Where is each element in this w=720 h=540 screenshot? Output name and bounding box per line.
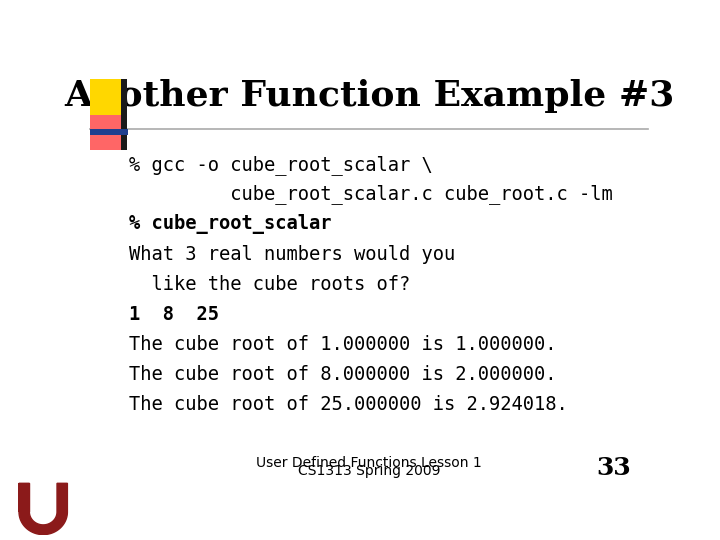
Text: User Defined Functions Lesson 1: User Defined Functions Lesson 1: [256, 456, 482, 470]
Bar: [90, 129, 128, 136]
Text: 1  8  25: 1 8 25: [129, 305, 219, 324]
Text: like the cube roots of?: like the cube roots of?: [129, 275, 410, 294]
Bar: [90, 79, 121, 114]
Text: The cube root of 25.000000 is 2.924018.: The cube root of 25.000000 is 2.924018.: [129, 395, 568, 414]
Text: The cube root of 8.000000 is 2.000000.: The cube root of 8.000000 is 2.000000.: [129, 364, 557, 383]
Text: CS1313 Spring 2009: CS1313 Spring 2009: [298, 464, 440, 478]
Text: cube_root_scalar.c cube_root.c -lm: cube_root_scalar.c cube_root.c -lm: [129, 185, 613, 205]
Text: The cube root of 1.000000 is 1.000000.: The cube root of 1.000000 is 1.000000.: [129, 335, 557, 354]
Text: % gcc -o cube_root_scalar \: % gcc -o cube_root_scalar \: [129, 154, 433, 174]
Polygon shape: [19, 483, 68, 535]
Text: Another Function Example #3: Another Function Example #3: [64, 79, 674, 113]
Text: 33: 33: [596, 456, 631, 480]
Bar: [121, 79, 127, 150]
Text: What 3 real numbers would you: What 3 real numbers would you: [129, 245, 455, 264]
Text: % cube_root_scalar: % cube_root_scalar: [129, 214, 331, 234]
Bar: [90, 114, 121, 150]
